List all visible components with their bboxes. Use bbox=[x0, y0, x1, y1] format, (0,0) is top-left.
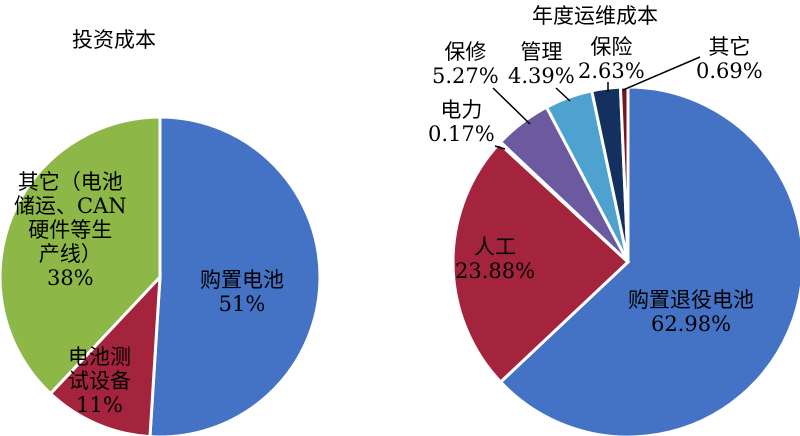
label-other-investment: 其它（电池 储运、CAN 硬件等生 产线） 38% bbox=[14, 170, 127, 290]
chart-title-investment: 投资成本 bbox=[72, 28, 156, 52]
pie-slice-其它（电池储运、CAN硬件等生产线） bbox=[0, 115, 162, 396]
leader-line-guanli bbox=[555, 87, 571, 102]
pie-slice-电池测试设备 bbox=[48, 272, 162, 436]
leader-line-baoxiu bbox=[492, 87, 531, 125]
pie-slice-购置退役电池 bbox=[498, 85, 800, 436]
operation-pie bbox=[451, 85, 800, 436]
pie-slice-其它 bbox=[618, 85, 630, 263]
label-battery-purchase: 购置电池 51% bbox=[200, 268, 284, 316]
pie-slice-购置电池 bbox=[148, 115, 322, 436]
label-insurance: 保险 2.63% bbox=[578, 35, 645, 83]
chart-title-operation: 年度运维成本 bbox=[532, 4, 658, 28]
label-test-equipment: 电池测 试设备 11% bbox=[68, 345, 131, 417]
label-retired-battery: 购置退役电池 62.98% bbox=[628, 288, 754, 336]
label-warranty: 保修 5.27% bbox=[432, 40, 499, 88]
label-electricity: 电力 0.17% bbox=[428, 98, 495, 146]
leader-line-dianli bbox=[494, 145, 506, 150]
label-other-operation: 其它 0.69% bbox=[696, 35, 763, 83]
leader-line-qita bbox=[622, 56, 701, 91]
leader-lines bbox=[492, 56, 701, 150]
pie-slice-人工 bbox=[451, 141, 631, 385]
investment-pie bbox=[0, 115, 322, 436]
label-management: 管理 4.39% bbox=[508, 40, 575, 88]
label-labor: 人工 23.88% bbox=[455, 235, 536, 283]
